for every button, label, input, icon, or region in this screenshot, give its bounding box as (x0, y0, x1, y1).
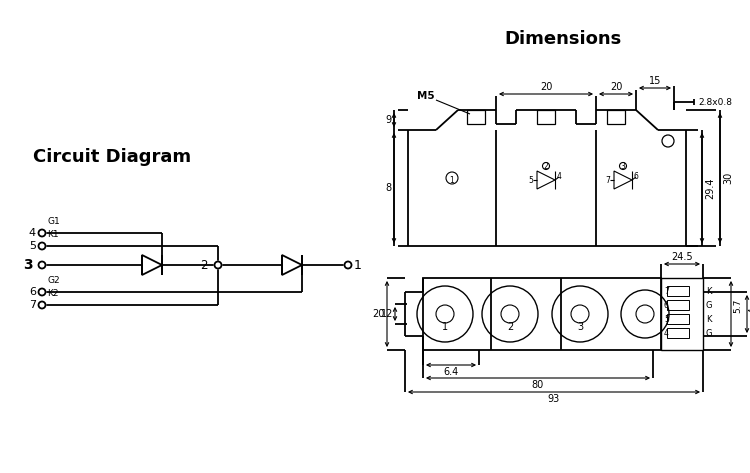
Text: 6: 6 (29, 287, 36, 297)
Text: 7: 7 (664, 287, 669, 296)
Bar (661, 278, 703, 350)
Bar (607, 110, 625, 124)
Text: 93: 93 (548, 394, 560, 404)
Bar (667, 314, 689, 324)
Bar (667, 286, 689, 296)
Text: 6.4: 6.4 (443, 367, 458, 377)
Text: 8: 8 (385, 183, 391, 193)
Circle shape (38, 229, 46, 236)
Text: 29.4: 29.4 (705, 177, 715, 199)
Text: 30: 30 (723, 172, 733, 184)
Text: 4: 4 (664, 329, 669, 338)
Text: M5: M5 (417, 91, 435, 101)
Text: 9: 9 (385, 115, 391, 125)
Text: 7: 7 (605, 175, 610, 184)
Circle shape (214, 262, 221, 269)
Circle shape (38, 243, 46, 249)
Text: 15: 15 (649, 76, 662, 86)
Text: 2.8x0.8: 2.8x0.8 (698, 97, 732, 106)
Text: 6: 6 (634, 172, 639, 181)
Text: 24.5: 24.5 (671, 252, 693, 262)
Text: 20: 20 (610, 82, 622, 92)
Text: K: K (706, 287, 712, 296)
Text: 3: 3 (620, 161, 626, 170)
Text: 5: 5 (664, 315, 669, 324)
Text: 1: 1 (354, 259, 362, 272)
Text: K1: K1 (47, 230, 58, 239)
Text: K: K (706, 315, 712, 324)
Text: 20: 20 (540, 82, 552, 92)
Bar (667, 328, 689, 338)
Text: 5.7: 5.7 (733, 299, 742, 313)
Text: 7: 7 (28, 300, 36, 310)
Bar (537, 110, 555, 124)
Text: 3: 3 (577, 322, 583, 332)
Circle shape (38, 289, 46, 296)
Bar (423, 278, 661, 350)
Text: 1: 1 (442, 322, 448, 332)
Text: 4: 4 (557, 172, 562, 181)
Text: G: G (706, 300, 712, 309)
Text: Dimensions: Dimensions (504, 30, 622, 48)
Text: 6: 6 (664, 300, 669, 309)
Circle shape (38, 301, 46, 308)
Text: 80: 80 (532, 380, 544, 390)
Text: 1: 1 (450, 175, 454, 184)
Text: 3: 3 (23, 258, 33, 272)
Text: 5: 5 (29, 241, 36, 251)
Text: 4: 4 (749, 307, 750, 313)
Text: 2: 2 (544, 161, 548, 170)
Text: Circuit Diagram: Circuit Diagram (33, 148, 191, 166)
Text: 4: 4 (28, 228, 36, 238)
Text: G: G (706, 329, 712, 338)
Text: K2: K2 (47, 289, 58, 298)
Text: 2: 2 (200, 259, 208, 272)
Bar (467, 110, 485, 124)
Text: G1: G1 (47, 217, 60, 226)
Circle shape (38, 262, 46, 269)
Text: 20: 20 (373, 309, 385, 319)
Text: 12: 12 (380, 309, 393, 319)
Text: 2: 2 (507, 322, 513, 332)
Text: G2: G2 (47, 276, 60, 285)
Bar (667, 300, 689, 310)
Circle shape (344, 262, 352, 269)
Text: 5: 5 (528, 175, 533, 184)
